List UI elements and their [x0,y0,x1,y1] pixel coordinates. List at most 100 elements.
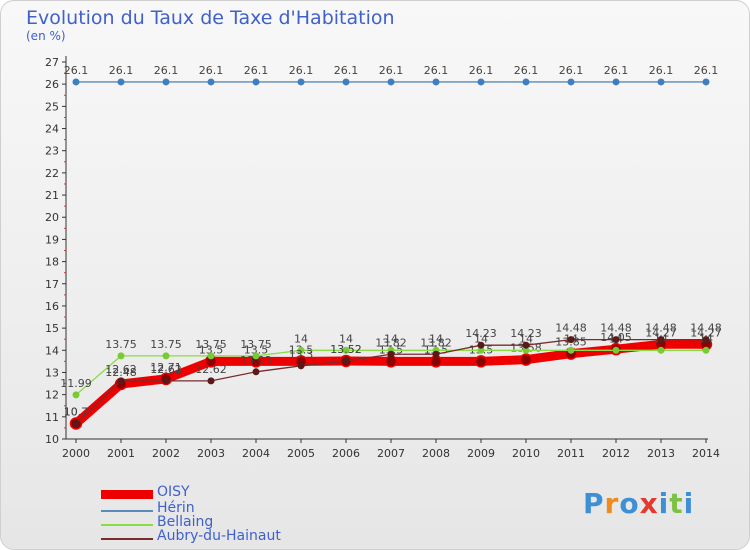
x-tick-label: 2005 [287,447,315,460]
x-tick-label: 2007 [377,447,405,460]
data-point [342,78,350,86]
data-label: 26.1 [559,64,584,77]
data-label: 13.52 [330,343,362,356]
data-label: 12.62 [195,363,227,376]
data-label: 26.1 [469,64,494,77]
y-tick-label: 27 [45,56,59,69]
data-point [162,78,170,86]
data-point [207,377,215,385]
data-label: 12.71 [150,361,182,374]
data-label: 14.27 [645,326,677,339]
data-point [432,350,440,358]
logo-letter: r [604,487,620,520]
data-label: 14 [474,332,488,345]
data-point [162,377,170,385]
legend-label: OISY [157,484,190,500]
legend-swatch [101,524,153,526]
data-label: 14 [429,332,443,345]
data-label: 14 [384,332,398,345]
data-label: 26.1 [649,64,674,77]
x-tick-label: 2014 [692,447,720,460]
data-point [657,78,665,86]
data-point [342,346,350,354]
data-label: 14 [339,332,353,345]
data-point [297,362,305,370]
data-point [72,78,80,86]
data-label: 26.1 [154,64,179,77]
data-point [657,346,665,354]
data-point [207,78,215,86]
data-label: 13.75 [240,338,272,351]
x-tick-label: 2000 [62,447,90,460]
data-label: 14.23 [465,327,497,340]
data-label: 13.03 [240,354,272,367]
data-point [297,78,305,86]
data-label: 14.48 [645,322,677,335]
data-label: 26.1 [289,64,314,77]
data-point [567,78,575,86]
logo-letter: P [583,487,605,520]
data-label: 13.3 [289,348,314,361]
y-tick-label: 24 [45,123,59,136]
data-label: 26.1 [424,64,449,77]
y-tick-label: 15 [45,322,59,335]
data-label: 10.7 [64,405,89,418]
y-tick-label: 13 [45,366,59,379]
series-aubry-du-hainaut: 10.7 12.62 12.62 12.62 13.03 13.3 13.52 13.82 13… [64,322,722,427]
y-tick-label: 17 [45,278,59,291]
y-tick-label: 20 [45,211,59,224]
y-tick-label: 19 [45,233,59,246]
data-label: 26.1 [694,64,719,77]
data-point [207,352,215,360]
data-label: 14.48 [555,322,587,335]
legend-swatch [101,538,153,540]
x-tick-label: 2001 [107,447,135,460]
data-point [657,336,665,344]
x-tick-label: 2002 [152,447,180,460]
logo-letter: o [619,487,640,520]
x-tick-label: 2008 [422,447,450,460]
legend-label: Hérin [157,500,195,516]
data-label: 26.1 [514,64,539,77]
x-tick-label: 2012 [602,447,630,460]
series-bellaing: 11.9913.7513.7513.7513.75141414141414141… [60,332,713,399]
data-point [522,346,530,354]
chart-title: Evolution du Taux de Taxe d'Habitation [26,7,395,29]
y-tick-label: 25 [45,100,59,113]
legend-swatch [101,490,153,499]
data-label: 26.1 [199,64,224,77]
data-point [522,341,530,349]
y-tick-label: 14 [45,344,59,357]
data-label: 26.1 [109,64,134,77]
data-label: 13.82 [375,336,407,349]
data-label: 26.1 [604,64,629,77]
proxiti-logo: Proxiti [583,487,694,520]
data-point [612,346,620,354]
data-point [432,78,440,86]
x-tick-label: 2011 [557,447,585,460]
data-point [72,391,80,399]
data-label: 14.48 [690,322,722,335]
data-point [387,350,395,358]
data-label: 26.1 [379,64,404,77]
logo-letter: x [639,487,659,520]
data-point [162,352,170,360]
data-point [612,336,620,344]
y-tick-label: 21 [45,189,59,202]
data-point [474,355,488,368]
x-tick-label: 2003 [197,447,225,460]
y-tick-label: 12 [45,389,59,402]
data-point [477,78,485,86]
y-tick-label: 26 [45,78,59,91]
data-point [297,346,305,354]
x-tick-label: 2010 [512,447,540,460]
data-point [702,346,710,354]
data-label: 10.7 [64,405,89,418]
data-label: 14 [519,332,533,345]
data-label: 12.48 [105,366,137,379]
data-point [612,78,620,86]
y-tick-label: 11 [45,411,59,424]
data-point [702,336,710,344]
logo-letter: i [683,487,695,520]
